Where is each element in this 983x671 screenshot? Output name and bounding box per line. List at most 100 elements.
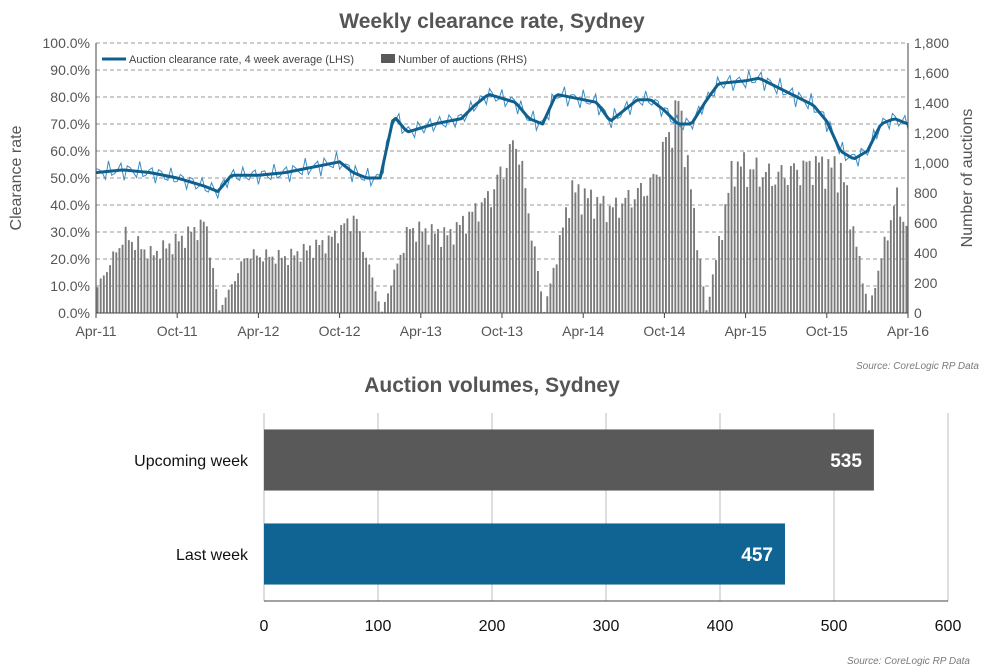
auction-bar <box>196 240 199 313</box>
auction-bar <box>440 246 443 313</box>
auction-bar <box>743 152 745 313</box>
x-tick-label: Oct-14 <box>643 323 685 339</box>
legend-bar-label: Number of auctions (RHS) <box>398 54 527 66</box>
bottom-chart-title: Auction volumes, Sydney <box>364 374 620 397</box>
auction-bar <box>714 260 717 313</box>
auction-bar <box>530 240 533 313</box>
auction-bar <box>502 179 505 313</box>
auction-bar <box>830 167 833 313</box>
auction-bar <box>718 236 720 313</box>
auction-bar <box>805 161 808 313</box>
auction-bar <box>174 233 177 313</box>
auction-bar <box>836 192 839 313</box>
auction-bar <box>308 245 311 313</box>
y-tick-label-left: 70.0% <box>50 116 90 132</box>
auction-bar <box>415 241 418 313</box>
auction-bar <box>230 284 233 313</box>
auction-bar <box>618 217 621 313</box>
auction-bar <box>540 291 542 313</box>
y-tick-label-right: 200 <box>914 275 938 291</box>
auction-bar <box>730 160 733 313</box>
auction-bar <box>655 174 658 313</box>
bottom-chart-source: Source: CoreLogic RP Data <box>847 656 970 667</box>
auction-bar <box>799 185 802 313</box>
auction-bar <box>505 167 508 313</box>
auction-bar <box>646 195 649 313</box>
auction-bar <box>430 224 433 313</box>
auction-bar <box>496 174 499 313</box>
auction-bar <box>290 248 293 313</box>
auction-bar <box>483 198 486 313</box>
bottom-x-tick-label: 400 <box>707 618 734 635</box>
auction-bar <box>437 229 439 313</box>
auction-bar <box>586 198 589 313</box>
auction-bar <box>527 213 530 313</box>
bottom-x-tick-label: 500 <box>821 618 848 635</box>
y-tick-label-left: 10.0% <box>50 278 90 294</box>
auction-bar <box>424 228 427 313</box>
auction-bar <box>846 185 849 313</box>
auction-bar <box>796 169 799 313</box>
auction-bar <box>868 310 870 313</box>
auction-bar <box>383 301 386 313</box>
auction-bar <box>302 243 305 313</box>
auction-bar <box>184 247 186 313</box>
auction-bar <box>852 226 855 313</box>
auction-bar <box>599 203 602 313</box>
auction-bar <box>849 229 852 313</box>
x-tick-label: Apr-14 <box>562 323 604 339</box>
auction-bar <box>649 178 652 313</box>
auction-bar <box>827 159 830 313</box>
auction-bar <box>262 261 265 313</box>
auction-bar <box>896 187 898 313</box>
auction-bar <box>471 211 474 313</box>
top-chart-source: Source: CoreLogic RP Data <box>856 361 979 372</box>
auction-bar <box>371 277 374 313</box>
auction-bar <box>330 236 333 313</box>
auction-bar <box>802 160 805 313</box>
auction-bar <box>665 136 667 313</box>
auction-bar <box>143 249 146 313</box>
auction-bar <box>99 278 102 313</box>
auction-bar <box>352 215 355 313</box>
auction-bar <box>739 166 742 313</box>
auction-bar <box>243 258 246 313</box>
auction-bar <box>299 261 302 313</box>
auction-bar <box>468 211 471 313</box>
category-label: Upcoming week <box>134 453 249 470</box>
auction-bar <box>321 240 324 313</box>
auction-bar <box>412 228 414 313</box>
auction-bar <box>627 190 630 313</box>
auction-bar <box>121 244 124 313</box>
auction-bar <box>280 257 283 313</box>
auction-bar <box>902 221 905 313</box>
auction-bar <box>833 156 836 313</box>
auction-bar <box>465 233 468 313</box>
y-axis-label-right: Number of auctions <box>959 109 976 248</box>
auction-bar <box>764 171 767 313</box>
x-tick-label: Oct-15 <box>806 323 848 339</box>
auction-bar <box>374 291 377 313</box>
auction-bar <box>340 225 343 313</box>
auction-bar <box>724 204 727 313</box>
auction-bar <box>568 217 571 313</box>
auction-bar <box>327 235 330 313</box>
auction-bar <box>452 244 455 313</box>
auction-bar <box>615 197 617 313</box>
auction-bar <box>152 255 155 313</box>
auction-bar <box>661 141 664 313</box>
auction-bar <box>721 239 724 313</box>
auction-bar <box>871 295 874 313</box>
auction-bar <box>137 236 140 313</box>
auction-bar <box>449 229 452 313</box>
auction-bar <box>818 162 820 313</box>
auction-bar <box>259 257 261 313</box>
auction-bar <box>433 233 436 313</box>
auction-bar <box>858 256 861 313</box>
value-label: 535 <box>830 451 862 472</box>
auction-bar <box>162 240 165 313</box>
auction-bar <box>536 271 539 313</box>
y-tick-label-left: 20.0% <box>50 251 90 267</box>
auction-bar <box>396 263 399 313</box>
auction-bar <box>155 250 158 313</box>
